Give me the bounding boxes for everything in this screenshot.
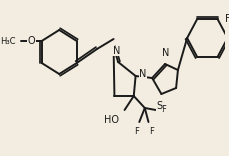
Text: N: N — [139, 69, 146, 79]
Text: F: F — [148, 127, 153, 136]
Text: HO: HO — [104, 115, 119, 125]
Text: N: N — [162, 48, 169, 58]
Text: O: O — [28, 36, 35, 46]
Text: N: N — [112, 46, 120, 56]
Text: F: F — [134, 127, 138, 136]
Text: F: F — [161, 105, 166, 115]
Text: F: F — [224, 14, 229, 24]
Text: H₃C: H₃C — [0, 37, 16, 46]
Text: S: S — [156, 101, 162, 111]
